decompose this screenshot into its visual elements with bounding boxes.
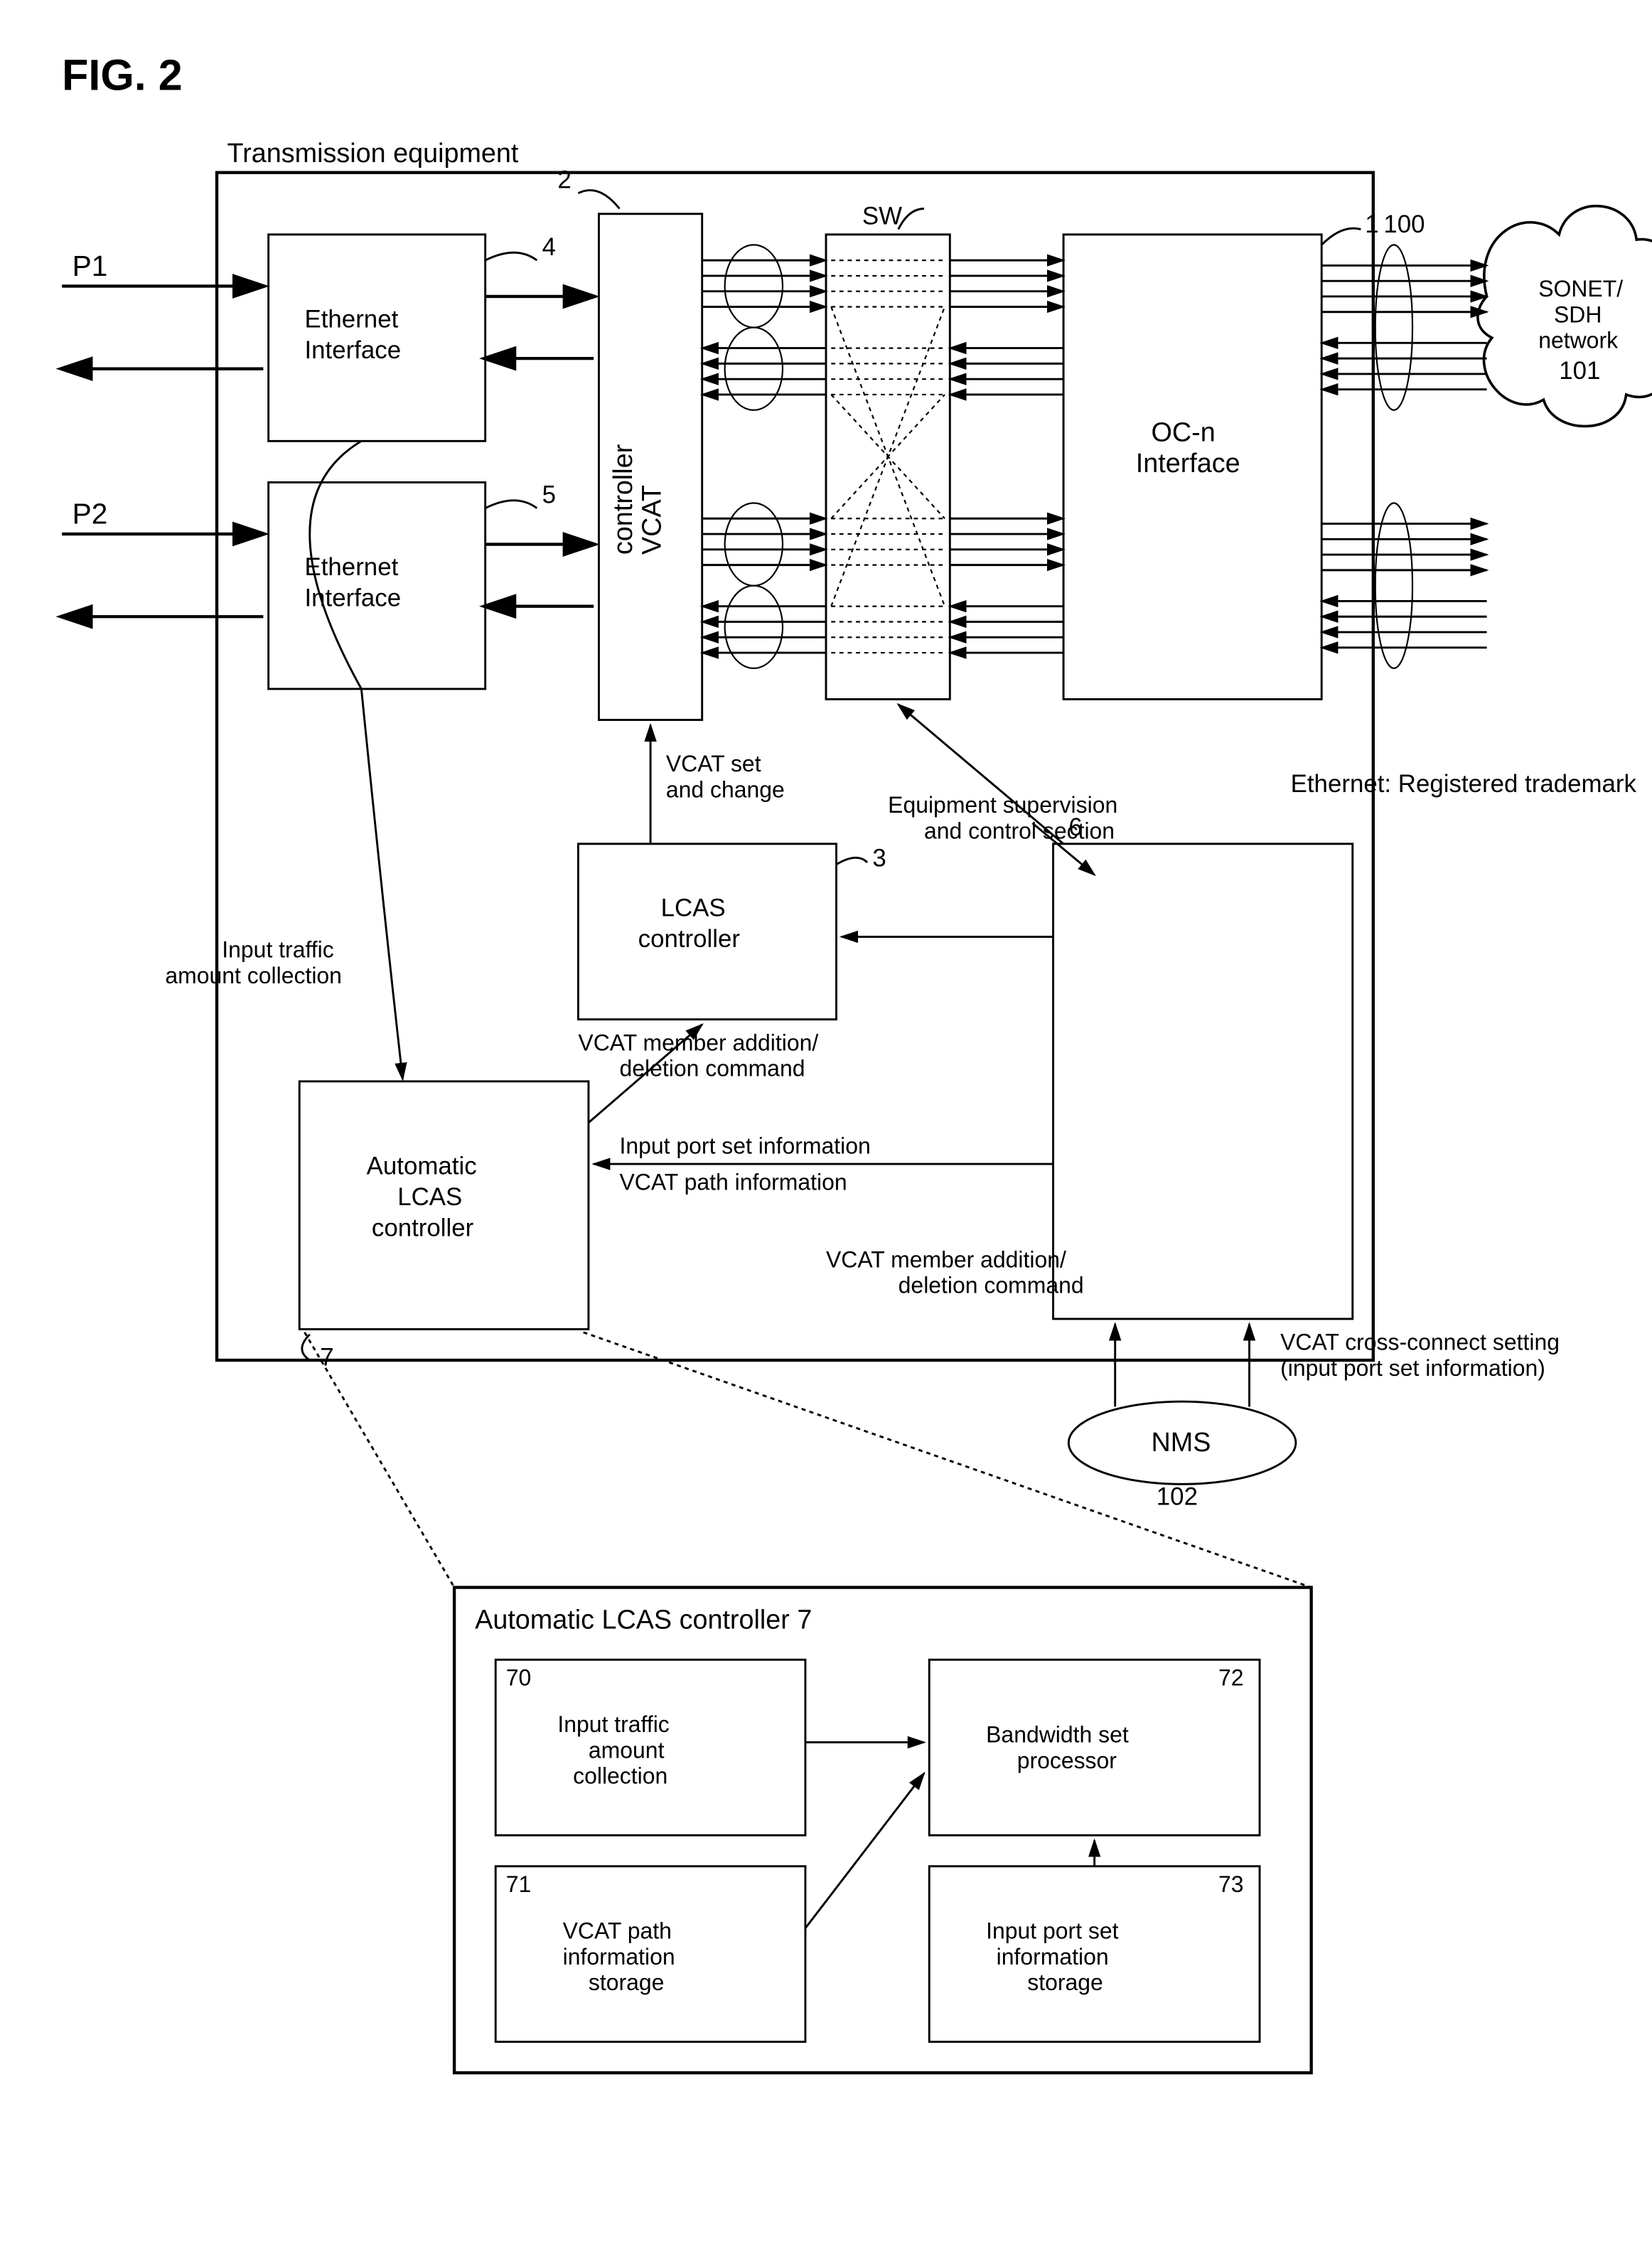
svg-text:6: 6 [1068,813,1082,841]
b70-l2: amount [589,1737,665,1763]
vcat-l2: controller [608,444,638,555]
b72-l1: Bandwidth set [986,1721,1129,1747]
b71-l1: VCAT path [563,1918,672,1943]
cloud-network: SONET/ SDH network 101 [1478,206,1652,427]
cloud-l3: network [1538,328,1619,353]
lcas-l1: LCAS [661,894,726,921]
ocn-l2: Interface [1136,449,1240,479]
sw-to-ocn [950,260,1063,653]
ocn-interface: OC-n Interface 1 [1063,210,1379,700]
and-change-l: and change [666,776,785,802]
nms-links: VCAT member addition/ deletion command V… [826,1246,1560,1406]
p1-label: P1 [73,250,108,282]
vcat-set-l: VCAT set [666,751,761,776]
b71-l3: storage [589,1970,665,1995]
b73-l2: information [997,1944,1109,1970]
auto-lcas-controller: Automatic LCAS controller 7 [299,1081,589,1371]
eth1-num: 4 [542,233,556,261]
detail-title: Automatic LCAS controller 7 [475,1605,812,1635]
esc-l1: Equipment supervision [888,792,1117,818]
nms-l1: VCAT member addition/ [826,1246,1066,1272]
b70-num: 70 [506,1665,532,1691]
ocn-l1: OC-n [1152,417,1216,447]
eth-to-vcat [486,296,594,606]
traffic-l2: amount collection [165,963,342,988]
ips-l: Input port set information [620,1133,871,1159]
equipment-title: Transmission equipment [227,139,519,169]
b71-l2: information [563,1944,675,1970]
eth2-l1: Ethernet [304,553,398,581]
alcas-l1: Automatic [367,1153,477,1180]
nms: NMS 102 [1068,1401,1296,1510]
port-arrows: P1 P2 [62,250,263,616]
b71-num: 71 [506,1871,532,1897]
eth2-num: 5 [542,481,556,508]
ocn-num: 1 [1365,210,1378,238]
equip-supervision: Equipment supervision and control sectio… [888,792,1353,1319]
sw-label: SW [862,202,902,230]
eth-trademark: Ethernet: Registered trademark [1291,770,1637,798]
alcas-l3: controller [372,1214,474,1242]
alcas-num: 7 [320,1343,333,1371]
ethernet-if-1: Ethernet Interface 4 [269,233,556,441]
traffic-l1: Input traffic [222,937,333,963]
fig-label: FIG. 2 [62,50,182,99]
lcas-num: 3 [872,845,886,872]
nms-l2: deletion command [899,1273,1084,1298]
lcas-controller: LCAS controller 3 [578,844,886,1020]
vcat-l1: VCAT [638,485,667,555]
vcat-sw-bundles [702,245,826,668]
cloud-l1: SONET/ [1538,276,1623,301]
vcat-controller: VCAT controller 2 [557,166,702,720]
eth1-l2: Interface [304,336,401,364]
nms-num: 102 [1157,1482,1198,1510]
b73-num: 73 [1218,1871,1244,1897]
b73-l1: Input port set [986,1918,1119,1943]
cloud-l2: SDH [1554,301,1602,327]
lcas-l2: controller [638,925,741,953]
b72-l2: processor [1017,1748,1117,1773]
hundred-label: 100 [1383,210,1425,238]
b70-l1: Input traffic [557,1711,669,1737]
traffic-coll-arrow: Input traffic amount collection [165,441,402,1079]
eth1-l1: Ethernet [304,306,398,333]
detail-box: Automatic LCAS controller 7 70 Input tra… [454,1588,1312,2073]
alcas-to-lcas: VCAT member addition/ deletion command [578,1025,818,1123]
alcas-l2: LCAS [397,1183,462,1211]
b70-l3: collection [573,1763,667,1789]
member-add1: VCAT member addition/ [578,1030,818,1055]
del-cmd1: deletion command [620,1056,805,1081]
zoom-dash [304,1332,1311,1588]
vpi-l: VCAT path information [620,1169,847,1195]
cloud-num: 101 [1559,357,1600,385]
b73-l3: storage [1027,1970,1103,1995]
b72-num: 72 [1218,1665,1244,1691]
esc-l2: and control section [924,818,1115,844]
ocn-to-cloud: 100 [1321,210,1486,668]
nms-l4: (input port set information) [1280,1355,1545,1381]
p2-label: P2 [73,498,108,530]
esc-to-alcas: Input port set information VCAT path inf… [594,1133,1053,1195]
nms-label: NMS [1152,1428,1211,1458]
vcat-num: 2 [557,166,571,193]
sw-crossbar: SW [826,202,950,699]
lcas-to-vcat: VCAT set and change [650,725,785,844]
nms-l3: VCAT cross-connect setting [1280,1330,1560,1355]
